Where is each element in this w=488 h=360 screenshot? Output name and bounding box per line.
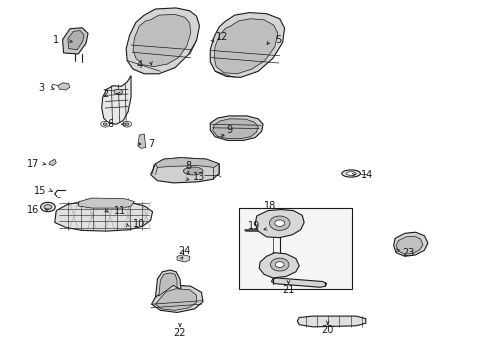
Polygon shape bbox=[393, 232, 427, 256]
Polygon shape bbox=[151, 285, 203, 312]
Text: 8: 8 bbox=[185, 161, 191, 171]
Polygon shape bbox=[255, 210, 304, 238]
Bar bbox=[238, 208, 351, 289]
Polygon shape bbox=[78, 198, 134, 208]
Polygon shape bbox=[212, 119, 258, 139]
Text: 23: 23 bbox=[401, 248, 414, 258]
Text: 7: 7 bbox=[148, 139, 154, 149]
Polygon shape bbox=[58, 83, 70, 90]
Text: 16: 16 bbox=[27, 204, 40, 215]
Text: 1: 1 bbox=[53, 35, 59, 45]
Polygon shape bbox=[49, 159, 56, 166]
Ellipse shape bbox=[269, 216, 289, 230]
Text: 19: 19 bbox=[247, 221, 260, 231]
Text: 5: 5 bbox=[275, 35, 281, 45]
Ellipse shape bbox=[270, 258, 288, 271]
Polygon shape bbox=[62, 28, 88, 54]
Text: 4: 4 bbox=[136, 60, 142, 70]
Text: 2: 2 bbox=[102, 89, 108, 99]
Polygon shape bbox=[177, 255, 189, 262]
Ellipse shape bbox=[183, 167, 203, 175]
Text: 9: 9 bbox=[226, 125, 232, 135]
Polygon shape bbox=[259, 253, 299, 278]
Text: 17: 17 bbox=[27, 159, 40, 169]
Text: 12: 12 bbox=[216, 32, 228, 42]
Text: 11: 11 bbox=[113, 206, 126, 216]
Text: 13: 13 bbox=[193, 172, 205, 182]
Polygon shape bbox=[55, 201, 152, 231]
Polygon shape bbox=[155, 289, 196, 310]
Text: 21: 21 bbox=[282, 285, 294, 295]
Ellipse shape bbox=[103, 123, 107, 125]
Text: 10: 10 bbox=[133, 219, 145, 229]
Text: 18: 18 bbox=[263, 201, 276, 211]
Polygon shape bbox=[68, 31, 84, 50]
Ellipse shape bbox=[122, 121, 131, 127]
Ellipse shape bbox=[275, 262, 284, 267]
Polygon shape bbox=[210, 116, 263, 140]
Polygon shape bbox=[297, 316, 365, 327]
Polygon shape bbox=[155, 158, 219, 167]
Polygon shape bbox=[395, 236, 422, 254]
Polygon shape bbox=[159, 273, 177, 296]
Text: 6: 6 bbox=[107, 119, 113, 129]
Text: 24: 24 bbox=[178, 246, 191, 256]
Polygon shape bbox=[214, 19, 277, 74]
Polygon shape bbox=[155, 270, 181, 297]
Ellipse shape bbox=[44, 204, 52, 210]
Ellipse shape bbox=[114, 89, 122, 94]
Ellipse shape bbox=[274, 220, 284, 226]
Polygon shape bbox=[150, 158, 219, 183]
Polygon shape bbox=[271, 278, 326, 287]
Polygon shape bbox=[138, 134, 145, 148]
Text: 3: 3 bbox=[39, 83, 44, 93]
Ellipse shape bbox=[341, 170, 360, 177]
Ellipse shape bbox=[101, 121, 109, 127]
Polygon shape bbox=[126, 8, 199, 74]
Text: 15: 15 bbox=[34, 186, 46, 196]
Polygon shape bbox=[102, 76, 131, 124]
Polygon shape bbox=[133, 14, 190, 67]
Polygon shape bbox=[210, 13, 284, 77]
Ellipse shape bbox=[346, 172, 355, 175]
Text: 20: 20 bbox=[321, 325, 333, 336]
Text: 14: 14 bbox=[360, 170, 372, 180]
Ellipse shape bbox=[41, 202, 55, 212]
Ellipse shape bbox=[125, 123, 129, 125]
Text: 22: 22 bbox=[173, 328, 186, 338]
